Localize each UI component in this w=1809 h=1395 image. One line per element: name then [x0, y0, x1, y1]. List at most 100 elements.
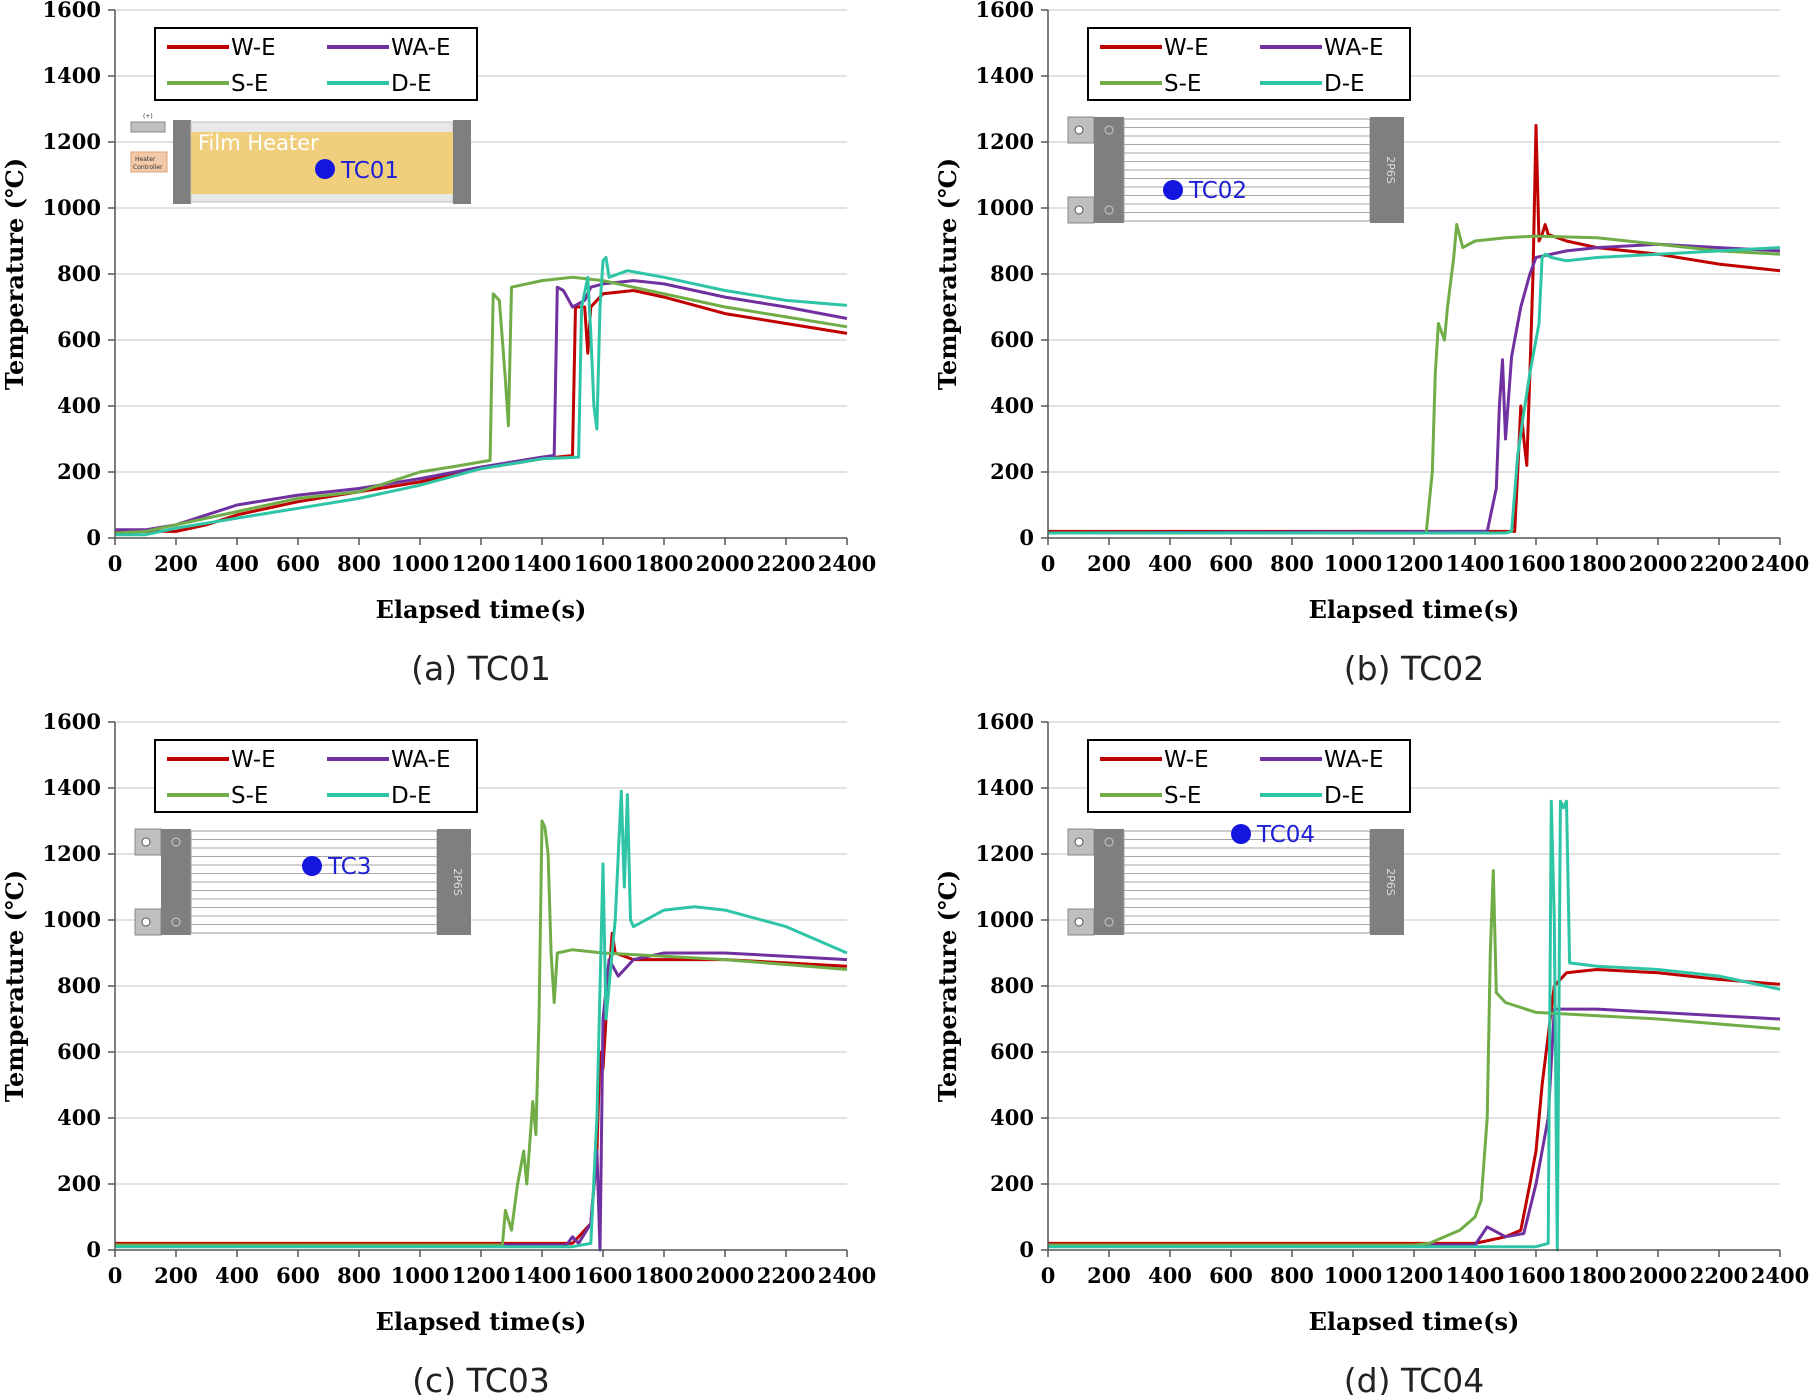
thermocouple-label: TC01: [340, 158, 399, 184]
panel-caption: (b) TC02: [1344, 649, 1484, 688]
thermocouple-label: TC3: [327, 854, 371, 880]
y-tick-label: 600: [990, 1039, 1034, 1064]
x-axis-title: Elapsed time(s): [376, 1307, 587, 1336]
x-tick-label: 1200: [452, 551, 510, 576]
y-axis-title: Temperature (℃): [0, 870, 29, 1102]
bolt: [1104, 205, 1114, 215]
plate-label: 2P6S: [451, 868, 464, 896]
y-tick-label: 600: [57, 327, 101, 352]
y-tick-label: 200: [57, 459, 101, 484]
terminal-hole: [141, 837, 151, 847]
x-tick-label: 1200: [1385, 551, 1443, 576]
x-tick-label: 1600: [1507, 1263, 1565, 1288]
heater-controller: [130, 151, 168, 173]
x-tick-label: 2000: [696, 1263, 754, 1288]
right-plate: [1370, 117, 1404, 223]
bolt: [171, 917, 181, 927]
x-tick-label: 1800: [1568, 1263, 1626, 1288]
bolt: [1104, 837, 1114, 847]
inset-schematic: 2P6S TC3: [134, 828, 471, 936]
x-tick-label: 0: [1041, 551, 1056, 576]
legend-label-s-e: S-E: [1164, 71, 1201, 97]
x-tick-label: 400: [215, 551, 259, 576]
inset-schematic: 2P6S TC04: [1067, 822, 1404, 936]
x-tick-label: 1200: [452, 1263, 510, 1288]
thermocouple-marker: [1231, 824, 1251, 844]
legend-label-wa-e: WA-E: [391, 747, 451, 773]
y-tick-label: 0: [86, 1237, 101, 1262]
left-plate: [161, 829, 191, 935]
x-tick-label: 600: [276, 551, 320, 576]
bolt: [1104, 917, 1114, 927]
x-tick-label: 2000: [696, 551, 754, 576]
x-tick-label: 800: [337, 551, 381, 576]
thermocouple-label: TC02: [1188, 178, 1247, 204]
series-line-wa-e: [115, 951, 848, 1252]
y-tick-label: 1000: [976, 195, 1034, 220]
legend-label-d-e: D-E: [1324, 783, 1365, 809]
y-tick-label: 600: [990, 327, 1034, 352]
left-plate: [1094, 829, 1124, 935]
x-axis-title: Elapsed time(s): [376, 595, 587, 624]
legend-label-d-e: D-E: [391, 783, 432, 809]
series-line-w-e: [115, 289, 848, 533]
series-line-wa-e: [1048, 1007, 1781, 1247]
legend-label-wa-e: WA-E: [1324, 35, 1384, 61]
x-tick-label: 1600: [574, 1263, 632, 1288]
series-line-w-e: [1048, 968, 1781, 1245]
y-tick-label: 800: [990, 973, 1034, 998]
y-tick-label: 400: [990, 1105, 1034, 1130]
x-tick-label: 1800: [635, 1263, 693, 1288]
y-tick-label: 0: [86, 525, 101, 550]
y-tick-label: 0: [1019, 525, 1034, 550]
thermocouple-marker: [302, 856, 322, 876]
x-tick-label: 1000: [391, 551, 449, 576]
x-tick-label: 800: [1270, 1263, 1314, 1288]
series-line-s-e: [115, 819, 848, 1247]
series-line-w-e: [115, 931, 848, 1245]
y-tick-label: 200: [990, 1171, 1034, 1196]
x-tick-label: 2000: [1629, 1263, 1687, 1288]
x-tick-label: 2200: [757, 551, 815, 576]
terminal-hole: [1074, 837, 1084, 847]
y-axis-title: Temperature (℃): [933, 870, 962, 1102]
x-tick-label: 1800: [1568, 551, 1626, 576]
small-label-controller: Controller: [133, 164, 163, 171]
x-tick-label: 1600: [574, 551, 632, 576]
legend: W-E WA-E S-E D-E: [1087, 739, 1411, 813]
terminal-hole: [1074, 205, 1084, 215]
x-axis-title: Elapsed time(s): [1309, 1307, 1520, 1336]
x-tick-label: 200: [154, 551, 198, 576]
x-tick-label: 2400: [818, 551, 876, 576]
legend-label-w-e: W-E: [1164, 747, 1209, 773]
left-plate: [173, 120, 191, 204]
x-axis-title: Elapsed time(s): [1309, 595, 1520, 624]
plate-label: 2P6S: [1384, 868, 1397, 896]
connector-plus: [130, 121, 166, 133]
x-tick-label: 1400: [1446, 551, 1504, 576]
y-tick-label: 1400: [976, 63, 1034, 88]
series-group: [115, 789, 848, 1252]
x-tick-label: 400: [1148, 1263, 1192, 1288]
y-tick-label: 1200: [43, 129, 101, 154]
x-tick-label: 0: [1041, 1263, 1056, 1288]
x-tick-label: 2400: [1751, 1263, 1809, 1288]
x-tick-label: 1400: [513, 1263, 571, 1288]
x-tick-label: 1000: [1324, 551, 1382, 576]
y-tick-label: 1000: [43, 907, 101, 932]
y-axis-title: Temperature (℃): [0, 158, 29, 390]
x-tick-label: 600: [1209, 1263, 1253, 1288]
x-tick-label: 1600: [1507, 551, 1565, 576]
thermocouple-label: TC04: [1256, 822, 1315, 848]
y-tick-label: 1400: [976, 775, 1034, 800]
right-plate: [453, 120, 471, 204]
inset-schematic: 2P6S TC02: [1067, 116, 1404, 224]
y-tick-label: 600: [57, 1039, 101, 1064]
x-tick-label: 600: [276, 1263, 320, 1288]
thermocouple-marker: [1163, 180, 1183, 200]
y-tick-label: 1400: [43, 775, 101, 800]
